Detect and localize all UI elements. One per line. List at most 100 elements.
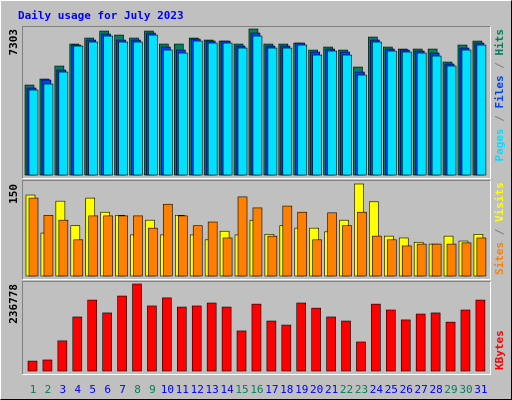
bar [416,243,427,277]
bar [117,295,127,372]
bar [445,321,456,372]
bar [372,235,382,277]
bar [416,52,427,176]
x-tick-label: 30 [459,383,472,396]
bar [326,316,336,372]
bar [43,83,54,176]
bar [282,47,293,176]
legend-separator: / [493,56,506,76]
bar [356,341,366,372]
bar [312,54,322,176]
bar [178,52,188,176]
legend: Pages / Files / Hits [493,29,506,162]
bar [103,215,113,277]
bar [327,212,337,277]
bar [296,302,307,372]
panel-edge-dark [22,26,491,179]
x-tick-label: 27 [415,383,428,396]
bar [400,319,411,372]
bar [297,211,308,277]
bar [282,205,293,277]
bar [387,50,397,176]
bar [147,305,157,372]
bar [118,215,128,277]
x-tick-label: 19 [295,383,308,396]
bar [430,312,441,372]
y-tick-label: 7303 [7,29,20,56]
bar [191,305,202,372]
bar [476,237,487,277]
bar [372,41,382,176]
bar [297,44,308,176]
x-tick-label: 23 [355,383,368,396]
legend-entry: Files [493,75,506,108]
bar [88,215,99,277]
x-tick-label: 26 [400,383,413,396]
legend-entry: Pages [493,128,506,161]
bar [281,324,292,372]
bar [163,203,173,277]
y-tick-label: 236778 [7,284,20,324]
x-tick-label: 5 [89,383,96,396]
x-tick-label: 12 [191,383,204,396]
bar [461,242,472,277]
bar [118,41,128,176]
panel-edge-light [22,26,491,179]
bar [252,207,263,277]
bar [387,239,397,277]
bar [342,54,352,176]
bar [163,49,173,176]
bar [207,221,218,277]
x-tick-label: 21 [325,383,338,396]
bar [192,40,203,176]
bar [267,47,278,176]
x-tick-label: 20 [310,383,323,396]
legend-separator: / [493,109,506,129]
bar [42,359,53,372]
bar [148,227,158,277]
bar [57,340,68,372]
bar [327,50,337,176]
x-tick-label: 22 [340,383,353,396]
bar [401,51,412,176]
x-tick-label: 14 [220,383,234,396]
x-tick-label: 28 [429,383,442,396]
legend: KBytes [493,330,506,370]
bar [27,360,38,372]
bar [475,299,486,372]
x-tick-label: 18 [280,383,293,396]
legend-entry: KBytes [493,330,506,370]
bar [237,196,248,277]
bar [371,303,381,372]
bar [58,71,69,176]
panel-edge-light [22,281,491,375]
bar [236,330,247,372]
bar [476,44,487,176]
panel-edge-light [22,180,491,280]
panel-edge-dark [22,281,491,375]
x-tick-label: 9 [149,383,156,396]
legend: Sites / Visits [493,182,506,275]
x-tick-label: 29 [444,383,457,396]
bar [178,215,188,277]
x-tick-label: 25 [385,383,398,396]
bar [446,243,457,277]
x-tick-label: 6 [104,383,111,396]
bar [312,239,322,277]
bar [431,243,442,277]
bar [43,214,54,277]
bar [103,35,113,176]
bar [102,312,112,372]
bar [461,49,472,176]
bar [73,45,84,176]
panel-edge-dark [22,180,491,280]
bar [357,74,367,176]
bar [87,299,98,372]
legend-separator: / [493,222,506,242]
bar [206,302,217,372]
bar [222,42,233,176]
bar [133,215,143,277]
bar [28,197,39,277]
legend-entry: Sites [493,242,506,275]
